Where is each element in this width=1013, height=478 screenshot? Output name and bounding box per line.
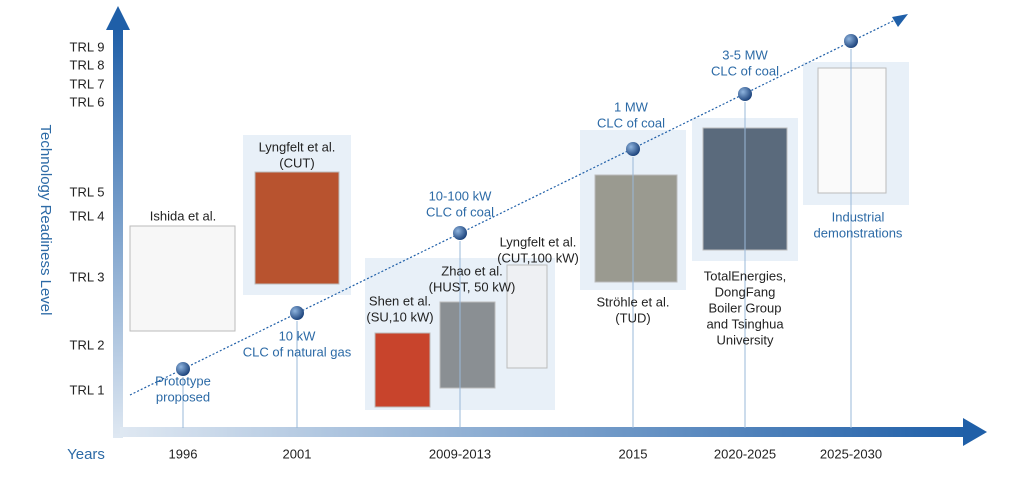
- author-label: (SU,10 kW): [366, 309, 433, 324]
- trl-label: TRL 2: [70, 337, 105, 352]
- stage-label: Industrial: [832, 209, 885, 224]
- year-label: 2009-2013: [429, 446, 491, 461]
- author-label: (TUD): [615, 310, 650, 325]
- year-label: 1996: [169, 446, 198, 461]
- stage-label: CLC of coal: [711, 63, 779, 78]
- trl-label: TRL 4: [70, 208, 105, 223]
- milestone-dot: [176, 362, 190, 376]
- x-axis-label: Years: [67, 446, 105, 463]
- author-label: Boiler Group: [709, 300, 782, 315]
- stage-label: CLC of coal: [426, 204, 494, 219]
- trl-label: TRL 5: [70, 184, 105, 199]
- y-axis-label: Technology Readiness Level: [37, 125, 54, 316]
- stage-label: Prototype: [155, 373, 211, 388]
- year-label: 2001: [283, 446, 312, 461]
- photos: [129, 67, 887, 408]
- stage-label: 1 MW: [614, 99, 649, 114]
- stage-label: proposed: [156, 389, 210, 404]
- stage-label: 10-100 kW: [429, 188, 493, 203]
- author-label: Shen et al.: [369, 293, 431, 308]
- author-label: Ströhle et al.: [597, 294, 670, 309]
- author-label: DongFang: [715, 284, 776, 299]
- milestone-dot: [290, 306, 304, 320]
- trl-label: TRL 8: [70, 57, 105, 72]
- year-label: 2020-2025: [714, 446, 776, 461]
- y-axis: [113, 28, 123, 438]
- author-label: University: [716, 332, 774, 347]
- author-label: Lyngfelt et al.: [500, 234, 577, 249]
- trl-label: TRL 1: [70, 382, 105, 397]
- stage-label: CLC of coal: [597, 115, 665, 130]
- trend-line: [129, 19, 896, 396]
- milestone-dot: [626, 142, 640, 156]
- trl-label: TRL 3: [70, 269, 105, 284]
- trl-label: TRL 9: [70, 39, 105, 54]
- trl-label: TRL 6: [70, 94, 105, 109]
- author-label: (CUT,100 kW): [497, 250, 579, 265]
- author-label: (HUST, 50 kW): [429, 279, 516, 294]
- author-label: Lyngfelt et al.: [259, 139, 336, 154]
- year-label: 2025-2030: [820, 446, 882, 461]
- stage-label: 10 kW: [279, 328, 317, 343]
- trl-label: TRL 7: [70, 76, 105, 91]
- author-label: TotalEnergies,: [704, 268, 786, 283]
- trend-arrowhead: [892, 14, 908, 27]
- author-label: Ishida et al.: [150, 208, 217, 223]
- author-label: and Tsinghua: [706, 316, 784, 331]
- author-label: (CUT): [279, 155, 314, 170]
- milestone-dot: [453, 226, 467, 240]
- y-arrowhead: [106, 6, 130, 30]
- stage-label: demonstrations: [814, 225, 903, 240]
- x-arrowhead: [963, 418, 987, 446]
- stage-label: 3-5 MW: [722, 47, 768, 62]
- year-label: 2015: [619, 446, 648, 461]
- milestone-dot: [844, 34, 858, 48]
- x-axis: [120, 427, 965, 437]
- author-label: Zhao et al.: [441, 263, 502, 278]
- milestone-dot: [738, 87, 752, 101]
- stage-label: CLC of natural gas: [243, 344, 352, 359]
